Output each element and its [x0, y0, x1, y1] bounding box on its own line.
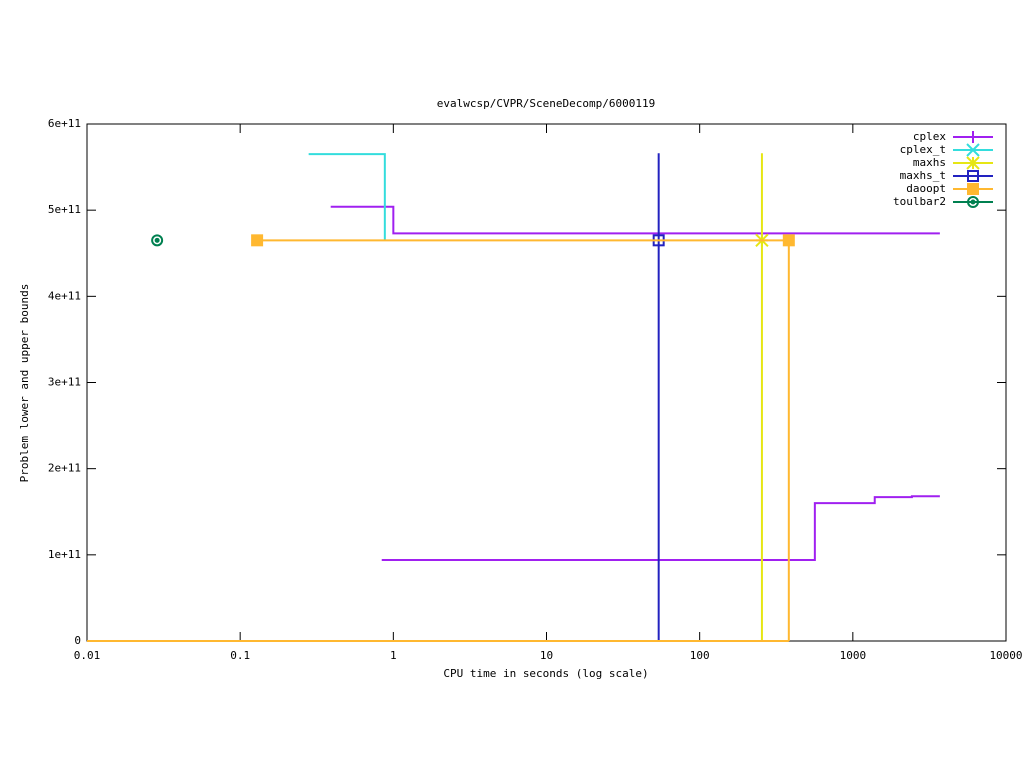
- x-tick-label: 10: [540, 649, 553, 662]
- y-tick-label: 0: [74, 634, 81, 647]
- legend-marker-part: [970, 199, 976, 205]
- legend-marker: [966, 156, 980, 170]
- x-tick-label: 1000: [840, 649, 867, 662]
- data-point-part: [151, 234, 164, 247]
- series-line: [87, 153, 660, 642]
- series-line: [87, 153, 763, 642]
- y-tick-label: 5e+11: [48, 203, 81, 216]
- data-point: [251, 234, 264, 247]
- legend-marker-part: [967, 183, 979, 195]
- legend-label: toulbar2: [893, 195, 946, 208]
- legend-marker-part: [967, 131, 979, 143]
- legend-label: maxhs_t: [900, 169, 946, 182]
- series-line: [330, 205, 940, 562]
- y-tick-label: 3e+11: [48, 376, 81, 389]
- legend-label: maxhs: [913, 156, 946, 169]
- legend-marker-part: [966, 143, 980, 157]
- legend-marker: [967, 131, 979, 143]
- data-point: [782, 234, 795, 247]
- x-axis-label: CPU time in seconds (log scale): [443, 667, 648, 680]
- legend-label: cplex_t: [900, 143, 946, 156]
- legend-marker: [967, 183, 979, 195]
- data-point-part: [251, 234, 264, 247]
- legend-marker: [966, 143, 980, 157]
- x-tick-label: 0.01: [74, 649, 101, 662]
- y-tick-label: 2e+11: [48, 462, 81, 475]
- legend-marker: [967, 170, 979, 182]
- x-tick-label: 1: [390, 649, 397, 662]
- legend-marker-part: [967, 196, 979, 208]
- x-tick-label: 100: [690, 649, 710, 662]
- legend-label: cplex: [913, 130, 946, 143]
- legend-marker: [967, 196, 979, 208]
- data-point-part: [782, 234, 795, 247]
- data-point: [151, 234, 164, 247]
- series-line: [87, 239, 790, 642]
- x-tick-label: 0.1: [230, 649, 250, 662]
- y-tick-label: 6e+11: [48, 117, 81, 130]
- y-tick-label: 4e+11: [48, 289, 81, 302]
- y-tick-label: 1e+11: [48, 548, 81, 561]
- series-line: [308, 153, 386, 241]
- legend-label: daoopt: [906, 182, 946, 195]
- data-point-part: [154, 237, 160, 243]
- legend-marker-part: [967, 170, 979, 182]
- plot-frame: [86, 123, 1007, 642]
- legend-marker-part: [966, 156, 980, 170]
- y-axis-label: Problem lower and upper bounds: [18, 284, 31, 483]
- chart-title: evalwcsp/CVPR/SceneDecomp/6000119: [437, 97, 656, 110]
- x-tick-label: 10000: [989, 649, 1022, 662]
